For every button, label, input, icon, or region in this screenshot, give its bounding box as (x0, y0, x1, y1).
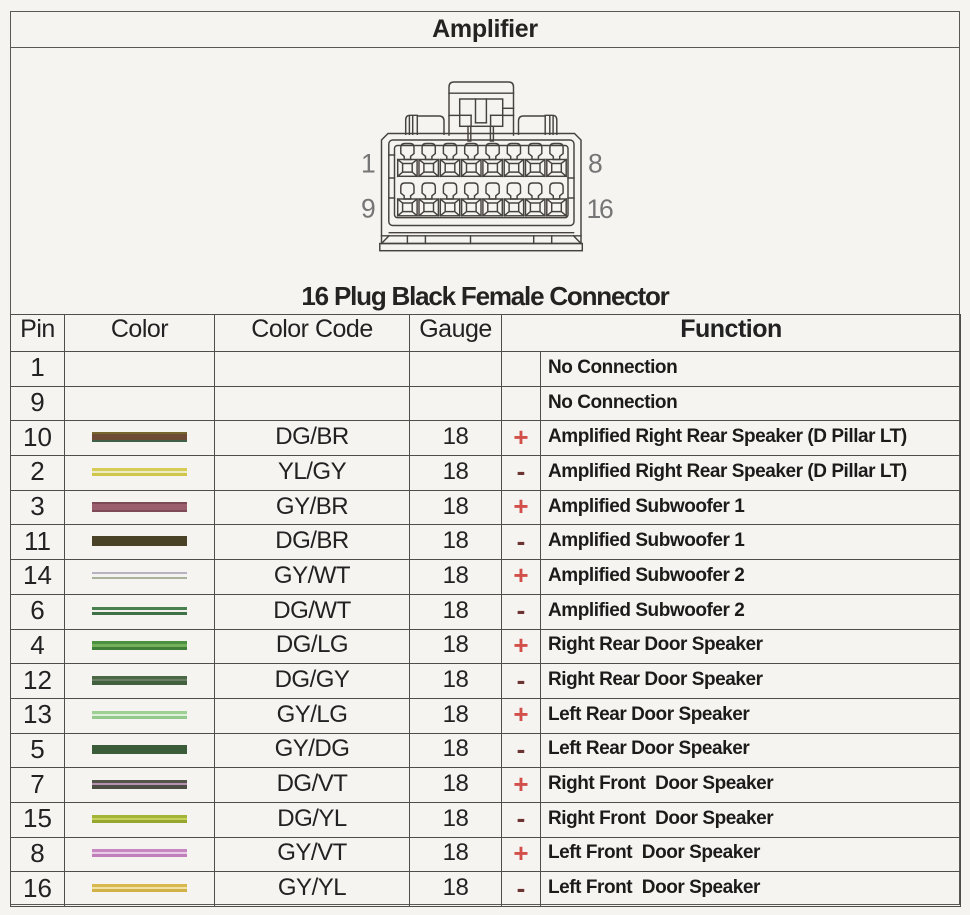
svg-text:9: 9 (361, 194, 376, 224)
svg-text:1: 1 (361, 149, 376, 179)
svg-text:8: 8 (588, 149, 603, 179)
svg-text:1: 1 (587, 194, 602, 224)
svg-text:6: 6 (599, 194, 614, 224)
